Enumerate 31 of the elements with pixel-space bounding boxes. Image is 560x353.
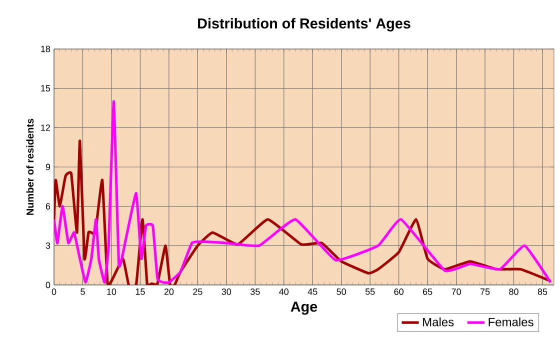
legend-label: Males [423, 318, 454, 326]
x-tick-label: 55 [365, 288, 375, 295]
x-tick-label: 65 [423, 288, 432, 295]
x-tick-label: 85 [538, 288, 548, 295]
y-tick-label: 3 [46, 242, 50, 249]
y-tick-label: 0 [46, 282, 50, 288]
x-tick-label: 10 [107, 288, 116, 295]
x-tick-label: 5 [80, 288, 85, 295]
x-tick-label: 0 [52, 288, 56, 295]
x-tick-label: 50 [336, 288, 346, 295]
x-tick-label: 20 [164, 288, 174, 295]
x-tick-label: 40 [279, 288, 289, 295]
x-tick-label: 70 [452, 288, 461, 295]
x-tick-label: 30 [222, 288, 232, 295]
y-tick-label: 15 [41, 85, 50, 92]
y-tick-label: 9 [46, 164, 50, 170]
x-axis-title: Age [290, 302, 318, 315]
chart-title: Distribution of Residents' Ages [198, 18, 410, 32]
x-tick-label: 60 [394, 288, 404, 295]
x-tick-label: 25 [193, 288, 202, 295]
x-tick-label: 45 [308, 288, 318, 295]
line-series [54, 100, 552, 284]
y-axis-title: Number of residents [26, 118, 34, 215]
x-tick-label: 15 [136, 288, 145, 295]
y-tick-label: 12 [41, 124, 50, 131]
legend-label: Females [488, 318, 534, 326]
y-tick-label: 6 [46, 203, 50, 210]
x-tick-label: 35 [250, 288, 260, 295]
x-tick-label: 80 [509, 288, 518, 295]
y-tick-label: 18 [41, 46, 50, 52]
x-tick-label: 75 [480, 288, 490, 295]
